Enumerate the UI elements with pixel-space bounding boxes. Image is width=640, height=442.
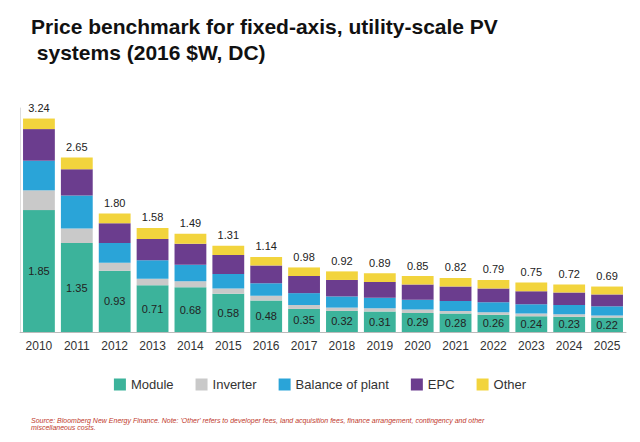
svg-text:Other: Other [494, 377, 527, 392]
svg-text:0.79: 0.79 [483, 263, 504, 275]
svg-text:2025: 2025 [594, 339, 621, 353]
svg-text:0.31: 0.31 [369, 316, 390, 328]
svg-text:2012: 2012 [101, 339, 128, 353]
svg-text:0.82: 0.82 [445, 261, 466, 273]
svg-text:0.29: 0.29 [407, 316, 428, 328]
svg-text:2019: 2019 [366, 339, 393, 353]
svg-text:0.89: 0.89 [369, 257, 390, 269]
svg-text:0.68: 0.68 [180, 304, 201, 316]
svg-text:0.24: 0.24 [521, 318, 542, 330]
svg-text:2010: 2010 [26, 339, 53, 353]
svg-text:0.26: 0.26 [483, 317, 504, 329]
svg-text:0.48: 0.48 [255, 310, 276, 322]
svg-text:0.71: 0.71 [142, 303, 163, 315]
svg-text:0.98: 0.98 [293, 251, 314, 263]
svg-text:1.35: 1.35 [66, 282, 87, 294]
svg-text:1.49: 1.49 [180, 217, 201, 229]
svg-text:0.23: 0.23 [558, 318, 579, 330]
svg-text:EPC: EPC [428, 377, 455, 392]
svg-text:0.28: 0.28 [445, 317, 466, 329]
svg-text:2016: 2016 [253, 339, 280, 353]
svg-text:0.58: 0.58 [218, 307, 239, 319]
svg-text:2014: 2014 [177, 339, 204, 353]
svg-text:2018: 2018 [329, 339, 356, 353]
svg-text:3.24: 3.24 [28, 102, 49, 114]
svg-text:Price benchmark for fixed-axis: Price benchmark for fixed-axis, utility-… [31, 15, 498, 38]
svg-text:systems (2016 $W, DC): systems (2016 $W, DC) [31, 41, 266, 64]
svg-text:2022: 2022 [480, 339, 507, 353]
svg-text:2.65: 2.65 [66, 141, 87, 153]
svg-text:1.14: 1.14 [255, 240, 276, 252]
svg-text:1.85: 1.85 [28, 265, 49, 277]
svg-text:1.58: 1.58 [142, 211, 163, 223]
svg-text:0.32: 0.32 [331, 315, 352, 327]
svg-text:0.35: 0.35 [293, 314, 314, 326]
svg-text:0.22: 0.22 [596, 319, 617, 331]
svg-text:2013: 2013 [139, 339, 166, 353]
svg-text:2020: 2020 [404, 339, 431, 353]
svg-text:0.85: 0.85 [407, 260, 428, 272]
svg-text:2023: 2023 [518, 339, 545, 353]
svg-text:Module: Module [131, 377, 174, 392]
svg-text:Inverter: Inverter [213, 377, 258, 392]
svg-text:Balance of plant: Balance of plant [296, 377, 390, 392]
svg-text:0.75: 0.75 [521, 266, 542, 278]
svg-text:0.93: 0.93 [104, 295, 125, 307]
svg-text:0.69: 0.69 [596, 270, 617, 282]
svg-text:miscellaneous costs.: miscellaneous costs. [31, 424, 96, 431]
svg-text:Source: Bloomberg New Energy F: Source: Bloomberg New Energy Finance. No… [31, 417, 486, 425]
svg-text:2011: 2011 [64, 339, 90, 353]
svg-text:0.92: 0.92 [331, 255, 352, 267]
svg-text:2017: 2017 [291, 339, 318, 353]
svg-text:2021: 2021 [442, 339, 469, 353]
svg-text:2015: 2015 [215, 339, 242, 353]
svg-text:0.72: 0.72 [558, 268, 579, 280]
svg-text:1.80: 1.80 [104, 197, 125, 209]
svg-text:2024: 2024 [556, 339, 583, 353]
svg-text:1.31: 1.31 [218, 229, 239, 241]
